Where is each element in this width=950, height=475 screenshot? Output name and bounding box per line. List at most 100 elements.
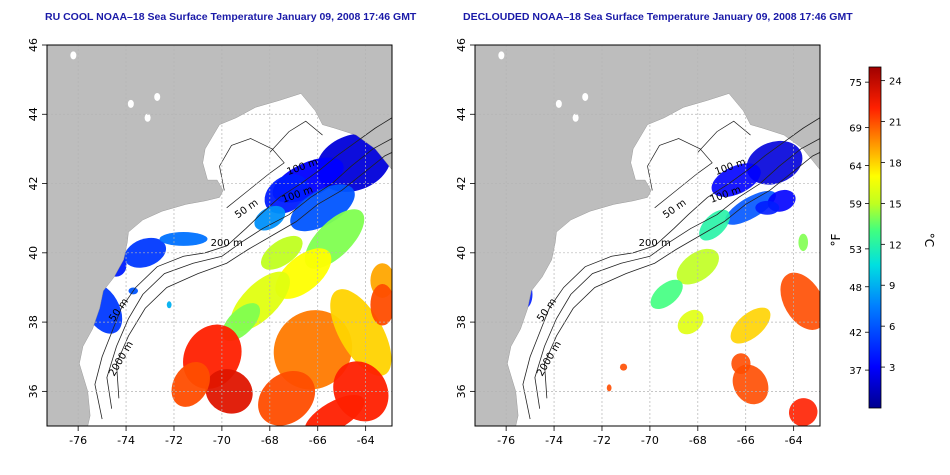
sst-patch [755,200,780,215]
y-tick-label: 38 [27,315,40,329]
sst-patch [166,301,172,309]
celsius-tick-label: 21 [889,118,902,129]
fahrenheit-unit-label: °F [829,233,843,246]
isobath-contour [534,138,820,409]
sst-patch [606,384,612,392]
isobath-contour [219,138,285,209]
sst-patch [711,163,761,197]
right-panel-title: DECLOUDED NOAA–18 Sea Surface Temperatur… [463,11,853,23]
sst-patch [650,279,683,310]
x-tick-label: -64 [785,434,803,447]
isobath-contour [544,152,820,399]
isobath-contour [647,138,713,209]
sst-patch [732,364,769,405]
x-tick-label: -74 [545,434,563,447]
celsius-unit-label: °C [922,233,936,247]
isobath-label: 200 m [211,238,243,249]
sst-patch [124,237,167,268]
left-panel-title: RU COOL NOAA–18 Sea Surface Temperature … [45,11,417,23]
sst-patch [290,184,355,232]
lake [582,92,589,101]
sst-patch [677,309,704,335]
sst-patch [788,398,818,426]
temperature-colorbar: °F °C 24 21 18 15 12 9 6 3 75 69 64 59 53 48 42 37 [829,66,936,409]
x-tick-label: -66 [309,434,327,447]
x-tick-label: -64 [357,434,375,447]
celsius-tick-label: 18 [889,158,902,169]
y-tick-label: 42 [27,177,40,191]
fahrenheit-tick-label: 64 [849,162,862,173]
x-tick-label: -76 [497,434,515,447]
sst-patch [273,310,353,390]
land-mass [475,45,820,426]
fahrenheit-tick-label: 59 [849,199,862,210]
x-tick-label: -68 [689,434,707,447]
celsius-tick-label: 12 [889,240,902,251]
lake [154,92,161,101]
celsius-tick-label: 15 [889,199,902,210]
lake [498,51,505,60]
lake [127,99,134,108]
x-tick-label: -70 [213,434,231,447]
x-tick-label: -70 [641,434,659,447]
map-frame [46,44,393,427]
x-tick-label: -72 [593,434,611,447]
y-tick-label: 40 [27,246,40,260]
y-tick-label: 46 [455,38,468,52]
y-tick-label: 36 [27,384,40,398]
celsius-tick-label: 24 [889,77,902,88]
y-tick-label: 40 [455,246,468,260]
fahrenheit-tick-label: 48 [849,283,862,294]
celsius-tick-label: 9 [889,281,895,292]
x-tick-label: -72 [165,434,183,447]
celsius-tick-label: 3 [889,363,895,374]
sst-patch [798,233,809,252]
fahrenheit-tick-label: 69 [849,124,862,135]
sst-patch [330,289,392,376]
lake [144,113,151,122]
fahrenheit-tick-label: 75 [849,78,862,89]
x-tick-label: -76 [69,434,87,447]
map-frame [474,44,821,427]
lake [572,113,579,122]
y-tick-label: 38 [455,315,468,329]
isobath-label: 200 m [639,238,671,249]
sst-patch [370,283,392,326]
sst-patch [730,307,771,344]
x-tick-label: -68 [261,434,279,447]
fahrenheit-tick-label: 42 [849,328,862,339]
sst-patch [171,361,210,407]
isobath-contour [697,120,751,153]
sst-patch [159,232,208,246]
sst-patch [725,190,776,225]
celsius-tick-label: 6 [889,322,895,333]
lake [555,99,562,108]
sst-patch [258,370,316,426]
sst-patch [699,209,730,241]
lake [70,51,77,60]
isobath-contour [116,152,392,399]
y-tick-label: 36 [455,384,468,398]
sst-patch [260,235,303,270]
x-tick-label: -74 [117,434,135,447]
sst-patch [205,369,253,414]
y-tick-label: 44 [455,107,468,121]
isobath-contour [269,120,323,153]
y-tick-label: 42 [455,177,468,191]
sst-patch [264,174,309,214]
isobath-contour [522,117,820,420]
y-tick-label: 46 [27,38,40,52]
isobath-contour [106,138,392,409]
land-mass [47,45,392,426]
isobath-contour [94,117,392,420]
fahrenheit-tick-label: 53 [849,245,862,256]
sst-patch [780,272,820,330]
x-tick-label: -66 [737,434,755,447]
sst-patch [619,363,628,371]
y-tick-label: 44 [27,107,40,121]
